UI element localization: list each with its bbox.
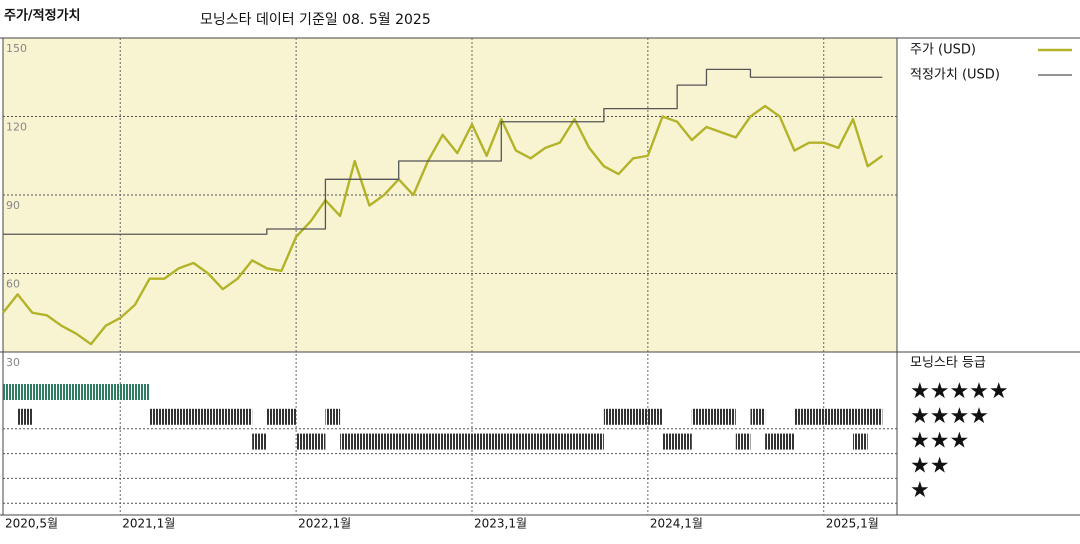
x-tick-label: 2022,1월 [298,517,351,531]
x-tick-label: 2021,1월 [122,517,175,531]
rating-band [3,384,150,400]
rating-band [735,433,751,450]
fair-value-line [3,68,883,235]
chart-title: 주가/적정가치 [4,8,81,24]
chart-layer: 30 60 90 120 150 2020,5월 2021,1월 2022,1월 2023,1월… [2,38,1072,531]
rating-level: ★ [910,478,930,503]
rating-band [325,408,341,425]
y-tick-label: 90 [6,199,20,212]
y-tick-label: 30 [6,356,20,369]
x-tick-label: 2023,1월 [474,517,527,531]
y-tick-label: 60 [6,278,20,291]
rating-level: ★★★ [910,429,969,454]
rating-band [603,408,663,425]
x-tick-label: 2025,1월 [826,517,879,531]
x-tick-label: 2020,5월 [5,517,58,531]
legend-label: 주가 (USD) [910,43,976,58]
y-tick-label: 120 [6,121,27,134]
rating-level: ★★★★★ [910,379,1009,404]
rating-band [765,433,795,450]
plot-background [3,38,897,352]
rating-band [691,408,736,425]
rating-band [266,408,297,425]
rating-band [662,433,692,450]
rating-band [17,408,33,425]
x-tick-label: 2024,1월 [650,517,703,531]
legend-label: 적정가치 (USD) [910,68,1000,83]
rating-band [340,433,604,450]
rating-band [296,433,326,450]
rating-band [750,408,766,425]
rating-level: ★★★★ [910,404,989,429]
y-tick-label: 150 [6,42,27,55]
rating-title: 모닝스타 등급 [910,356,986,371]
chart-subtitle: 모닝스타 데이터 기준일 08. 5월 2025 [200,12,431,28]
rating-band [149,408,253,425]
rating-band [853,433,868,450]
rating-band [794,408,883,425]
rating-level: ★★ [910,453,949,478]
rating-band [252,433,267,450]
price-line [2,104,884,346]
